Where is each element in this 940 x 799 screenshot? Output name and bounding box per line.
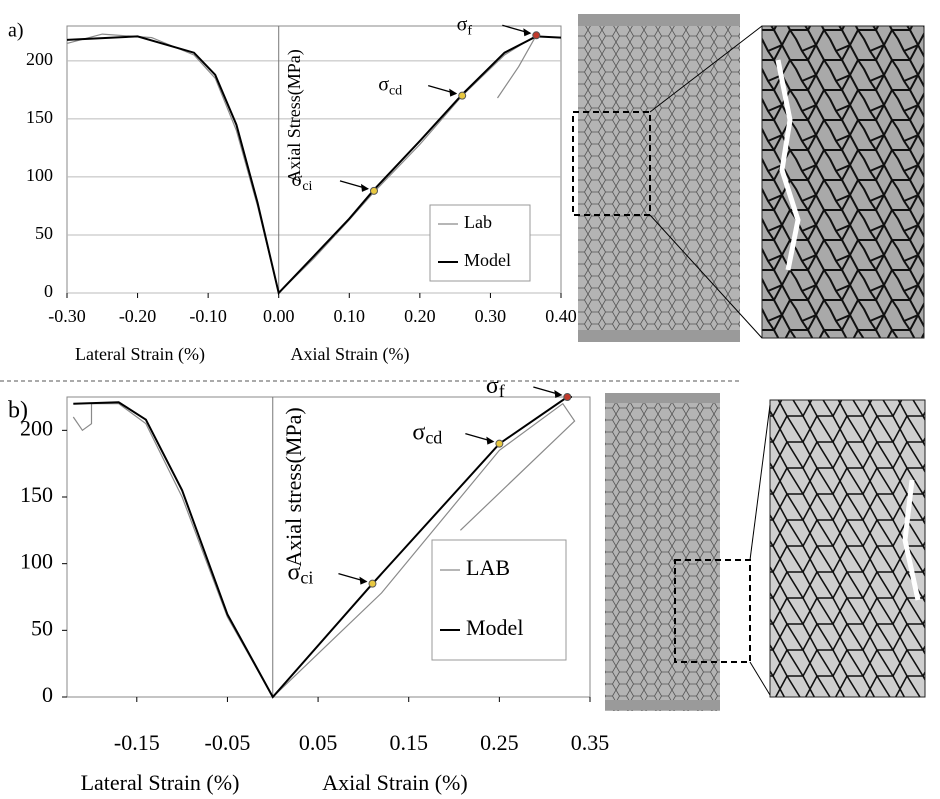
legend-box: [429, 204, 531, 282]
annotation-point: [369, 186, 378, 195]
x-axis-label: Lateral Strain (%): [75, 344, 205, 365]
annotation-symbol: σ: [412, 419, 425, 445]
annotation-subscript: f: [467, 24, 472, 39]
annotation-point: [368, 579, 377, 588]
legend-label: Lab: [464, 212, 492, 232]
x-tick-label: -0.30: [48, 306, 86, 326]
arrow-head: [360, 183, 369, 192]
annotation-point: [458, 91, 467, 100]
annotation-subscript: ci: [302, 179, 312, 194]
arrow-head: [523, 28, 532, 37]
x-tick-label: 0.40: [545, 306, 577, 326]
x-tick-label: 0.15: [389, 730, 428, 755]
annotation-subscript: f: [499, 381, 505, 401]
x-tick-label: 0.25: [480, 730, 519, 755]
legend-label: LAB: [466, 555, 510, 580]
x-tick-label: 0.30: [475, 306, 507, 326]
annotation-symbol: σ: [292, 168, 303, 190]
panel-label: a): [8, 20, 24, 42]
y-tick-label: 150: [26, 107, 53, 127]
specimen-image-a: [572, 14, 925, 342]
legend-label: Model: [466, 615, 523, 640]
y-tick-label: 200: [26, 49, 53, 69]
annotation-label: σcd: [378, 73, 402, 99]
y-tick-label: 200: [20, 415, 53, 440]
annotation-label: σf: [486, 373, 505, 402]
legend-box: [431, 539, 567, 661]
arrow-head: [359, 576, 368, 585]
x-tick-label: -0.15: [114, 730, 160, 755]
chart: 0 50 100 150 200 -0.15 -0.05 0.05 0.15 0.25 0.35 La…: [8, 373, 609, 796]
y-tick-label: 0: [42, 682, 53, 707]
annotation-point: [495, 439, 504, 448]
annotation-point: [563, 393, 572, 401]
y-tick-label: 0: [44, 281, 53, 301]
chart: 0 50 100 150 200 -0.30 -0.20 -0.10 0.00 0.10 0.20 0…: [8, 13, 577, 365]
annotation-label: σf: [457, 13, 473, 39]
x-tick-label: 0.35: [571, 730, 610, 755]
y-tick-label: 50: [31, 615, 53, 640]
annotation-subscript: cd: [389, 84, 402, 99]
x-tick-label: 0.00: [263, 306, 295, 326]
x-tick-label: 0.05: [299, 730, 338, 755]
y-tick-label: 100: [20, 549, 53, 574]
x-tick-label: -0.10: [189, 306, 227, 326]
annotation-symbol: σ: [287, 559, 300, 585]
arrow-head: [554, 390, 563, 398]
plot-frame: [66, 396, 591, 698]
annotation-label: σci: [292, 168, 313, 194]
annotation-point: [532, 31, 541, 40]
x-axis-label: Axial Strain (%): [322, 770, 467, 795]
x-axis-label: Axial Strain (%): [291, 344, 410, 365]
x-tick-label: 0.20: [404, 306, 436, 326]
y-tick-label: 100: [26, 165, 53, 185]
annotation-symbol: σ: [457, 13, 468, 35]
legend-label: Model: [464, 250, 511, 270]
annotation-subscript: cd: [425, 428, 442, 448]
annotation-label: σci: [287, 559, 313, 588]
x-tick-label: 0.10: [334, 306, 366, 326]
series-line: [66, 35, 562, 296]
annotation-symbol: σ: [486, 373, 499, 399]
panel-label: b): [8, 398, 28, 424]
specimen-image-b: [605, 393, 926, 711]
y-tick-label: 150: [20, 482, 53, 507]
x-axis-label: Lateral Strain (%): [81, 770, 240, 795]
x-tick-label: -0.05: [205, 730, 251, 755]
y-axis-label: Axial Stress(MPa): [284, 49, 305, 183]
annotation-symbol: σ: [378, 73, 389, 95]
arrow-head: [486, 436, 495, 445]
annotation-label: σcd: [412, 419, 442, 448]
arrow-head: [449, 88, 458, 97]
y-tick-label: 50: [35, 223, 53, 243]
series-line: [72, 402, 576, 698]
x-tick-label: -0.20: [119, 306, 157, 326]
y-axis-label: Axial stress(MPa): [281, 407, 306, 566]
annotation-subscript: ci: [300, 568, 313, 588]
series-line: [73, 396, 572, 699]
